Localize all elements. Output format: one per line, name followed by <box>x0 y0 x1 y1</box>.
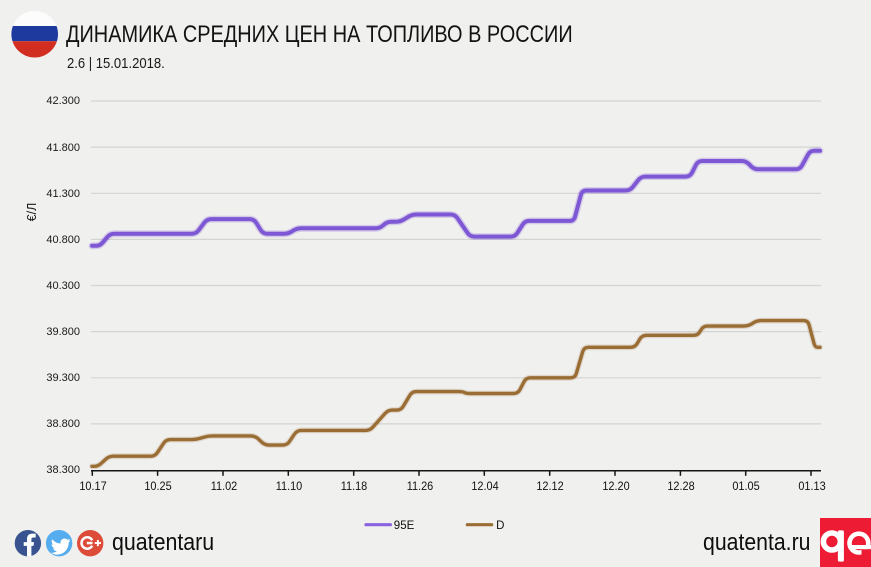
svg-text:D: D <box>496 520 504 532</box>
svg-text:95E: 95E <box>394 520 415 532</box>
